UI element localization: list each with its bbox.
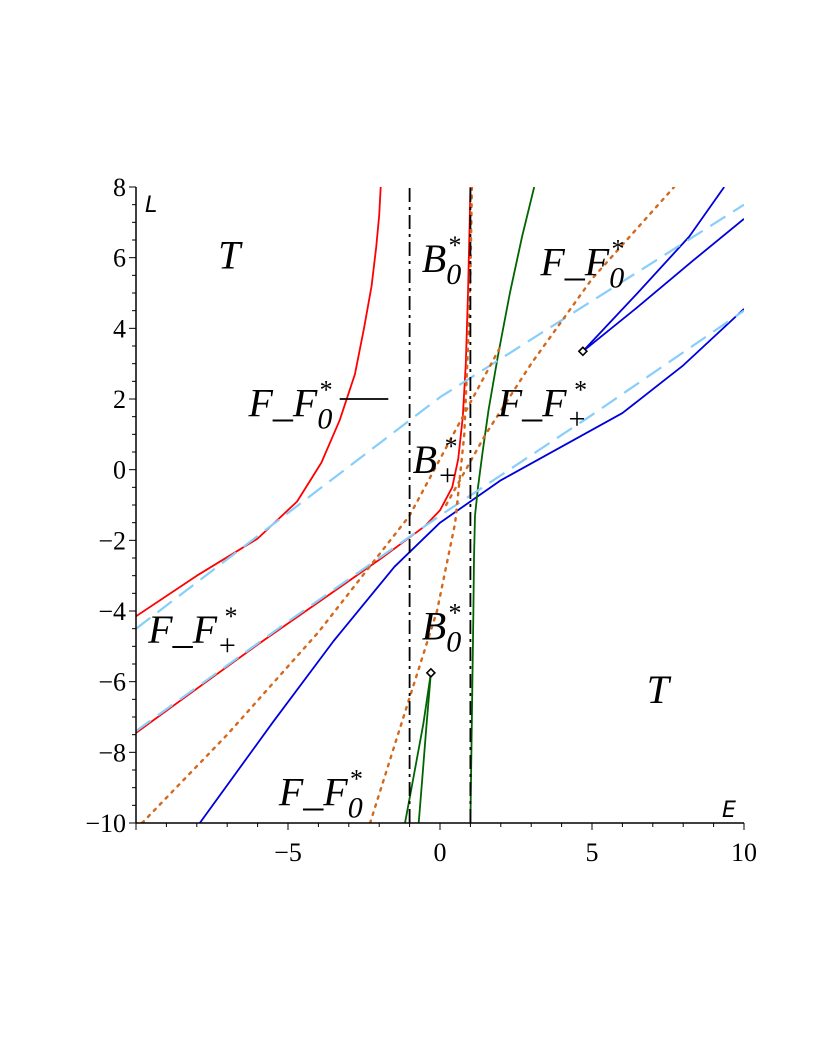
- y-tick-label: −8: [98, 738, 126, 767]
- y-axis-label: L: [145, 193, 157, 218]
- curve-green-cusp-b: [417, 672, 432, 823]
- axes-layer: −5 0 5 10 −10 −8 −6 −4 −2 0 2 4 6 8: [85, 173, 757, 867]
- region-label-FF0-left: F_F0*: [247, 376, 332, 436]
- y-tick-label: 4: [113, 314, 126, 343]
- label-layer: T T B0* B0* B+* F_F0* F_F0* F_F0* F_F+* F_F+*: [147, 231, 672, 825]
- region-label-FFplus-center: F_F+*: [497, 376, 587, 436]
- region-label-B0-top: B0*: [422, 231, 461, 291]
- region-label-B0-bottom: B0*: [422, 598, 461, 658]
- x-tick-label: 0: [434, 838, 447, 867]
- curve-green-upper: [474, 187, 536, 516]
- x-axis-label: E: [722, 798, 736, 823]
- curve-orange-lower: [368, 187, 474, 823]
- y-tick-label: −4: [98, 597, 126, 626]
- curve-green-lower: [469, 515, 476, 823]
- y-tick-label: 0: [113, 456, 126, 485]
- x-tick-label: 5: [586, 838, 599, 867]
- x-tick-label: 10: [731, 838, 757, 867]
- region-label-FF0-bottom: F_F0*: [278, 764, 363, 824]
- cusp-marker: [425, 667, 437, 678]
- curve-orange-upper: [444, 187, 676, 507]
- region-label-FF0-topright: F_F0*: [539, 234, 624, 294]
- y-tick-label: −2: [98, 526, 126, 555]
- region-label-T-bottom: T: [647, 667, 672, 712]
- curve-lightblue-lower: [136, 309, 744, 732]
- y-tick-label: 2: [113, 385, 126, 414]
- region-label-T-top: T: [218, 232, 243, 277]
- curve-red-lower: [136, 187, 472, 734]
- y-tick-label: −10: [85, 809, 126, 838]
- y-tick-label: 8: [113, 173, 126, 202]
- x-tick-label: −5: [274, 838, 302, 867]
- curve-orange-left: [140, 344, 502, 823]
- region-label-Bplus: B+*: [413, 432, 458, 492]
- y-tick-label: −6: [98, 668, 126, 697]
- curve-layer: [136, 187, 744, 823]
- y-tick-label: 6: [113, 244, 126, 273]
- curve-blue-cusp-upper: [582, 187, 725, 352]
- cusp-marker: [577, 346, 589, 357]
- marker-layer: [425, 346, 589, 678]
- curve-lightblue-upper: [136, 203, 744, 630]
- curve-blue-cusp-lower: [582, 218, 744, 353]
- curve-green-cusp-a: [404, 672, 432, 823]
- curve-blue-main: [199, 308, 744, 823]
- region-label-FFplus-left: F_F+*: [147, 602, 237, 662]
